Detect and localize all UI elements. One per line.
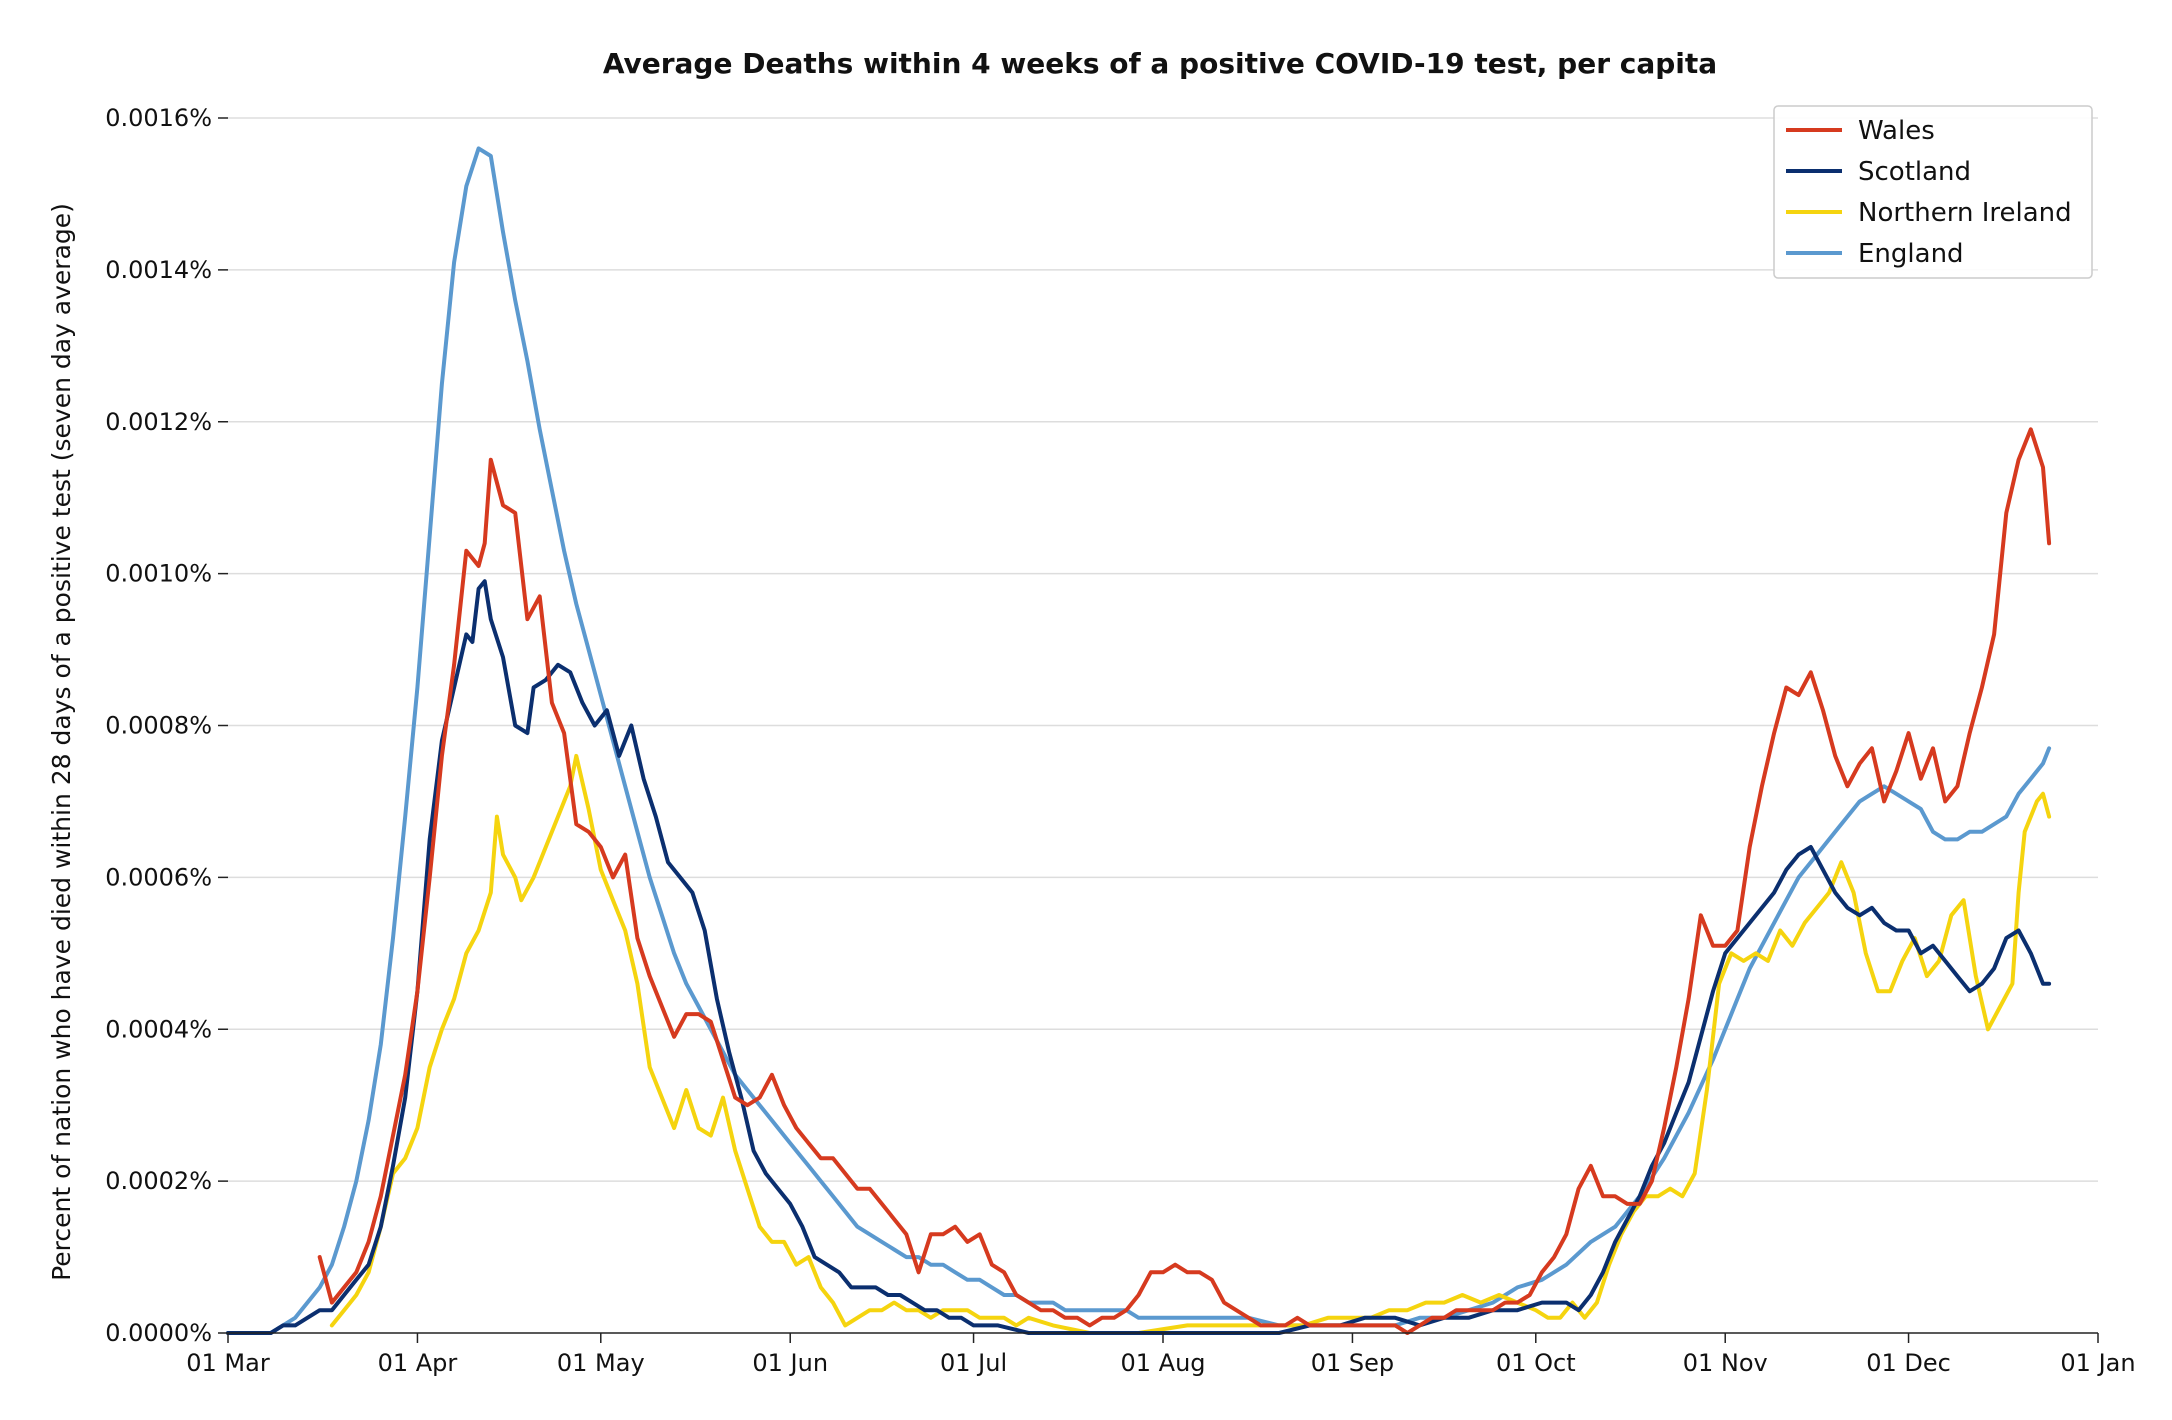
y-axis-ticks: 0.0000% 0.0002% 0.0004% 0.0006% 0.0008% 0.001… <box>105 104 228 1347</box>
y-tick-label: 0.0008% <box>105 712 212 740</box>
legend-label: Northern Ireland <box>1858 198 2072 228</box>
x-tick-label: 01 Jan <box>2060 1349 2135 1377</box>
y-tick-label: 0.0016% <box>105 104 212 132</box>
y-tick-label: 0.0004% <box>105 1015 212 1043</box>
legend-label: England <box>1858 239 1964 269</box>
x-tick-label: 01 Oct <box>1496 1349 1576 1377</box>
x-tick-label: 01 Apr <box>378 1349 458 1377</box>
legend-label: Scotland <box>1858 157 1971 187</box>
series-line-northern-ireland <box>329 753 2052 1335</box>
x-tick-label: 01 Dec <box>1866 1349 1951 1377</box>
x-tick-label: 01 May <box>557 1349 645 1377</box>
y-tick-label: 0.0010% <box>105 560 212 588</box>
series-lines <box>226 146 2052 1335</box>
series-line-england <box>226 146 2052 1335</box>
y-tick-label: 0.0006% <box>105 863 212 891</box>
x-tick-label: 01 Mar <box>186 1349 270 1377</box>
y-tick-label: 0.0014% <box>105 256 212 284</box>
legend-box <box>1773 105 2093 279</box>
x-tick-label: 01 Aug <box>1120 1349 1205 1377</box>
legend-label: Wales <box>1858 116 1935 146</box>
series-line-scotland <box>226 579 2052 1335</box>
y-tick-label: 0.0012% <box>105 408 212 436</box>
legend: Wales Scotland Northern Ireland England <box>1773 105 2093 279</box>
series-line-wales <box>317 427 2052 1335</box>
x-axis-ticks: 01 Mar 01 Apr 01 May 01 Jun 01 Jul 01 Aug 01 S… <box>186 1333 2136 1377</box>
y-axis-label: Percent of nation who have died within 2… <box>47 203 76 1281</box>
y-tick-label: 0.0000% <box>105 1319 212 1347</box>
x-tick-label: 01 Jul <box>940 1349 1007 1377</box>
x-tick-label: 01 Sep <box>1311 1349 1394 1377</box>
x-tick-label: 01 Jun <box>752 1349 828 1377</box>
chart-title: Average Deaths within 4 weeks of a posit… <box>603 47 1717 80</box>
x-tick-label: 01 Nov <box>1683 1349 1768 1377</box>
y-tick-label: 0.0002% <box>105 1167 212 1195</box>
